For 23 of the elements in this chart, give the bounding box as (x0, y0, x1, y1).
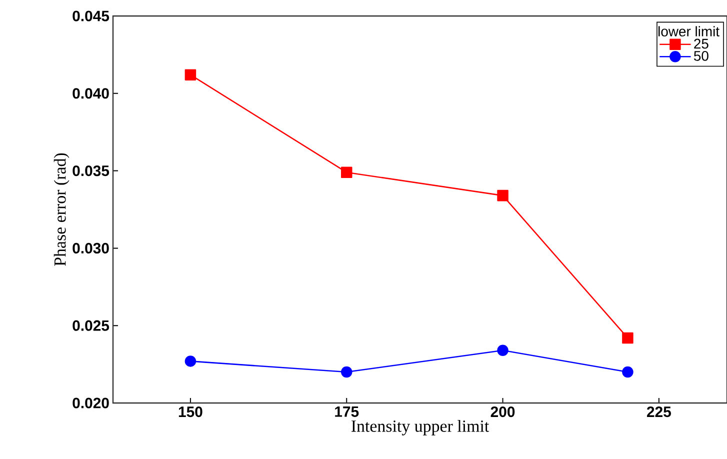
point (340, 166, 352, 178)
legend-title: lower limit (658, 26, 720, 36)
y-tick-label: 0.030 (72, 242, 109, 254)
point (340, 366, 352, 378)
legend-label: 25 (694, 38, 708, 49)
point (622, 332, 634, 344)
x-tick-label: 150 (178, 406, 202, 418)
x-tick-label: 175 (335, 406, 359, 417)
y-tick-label: 0.025 (72, 320, 110, 331)
y-axis-title: Phase error (rad) (54, 153, 70, 266)
x-tick-label: 225 (646, 406, 671, 418)
legend-label: 50 (694, 51, 708, 61)
y-tick-label: 0.045 (72, 10, 110, 22)
x-tick-label: 200 (490, 406, 515, 418)
point (622, 366, 634, 378)
x-axis-title: Intensity upper limit (351, 420, 490, 436)
point (184, 69, 196, 80)
point (497, 344, 508, 356)
y-tick-label: 0.020 (72, 398, 109, 408)
y-tick-label: 0.040 (72, 88, 109, 99)
point (497, 190, 508, 202)
point (184, 356, 196, 367)
y-tick-label: 0.035 (72, 165, 110, 176)
